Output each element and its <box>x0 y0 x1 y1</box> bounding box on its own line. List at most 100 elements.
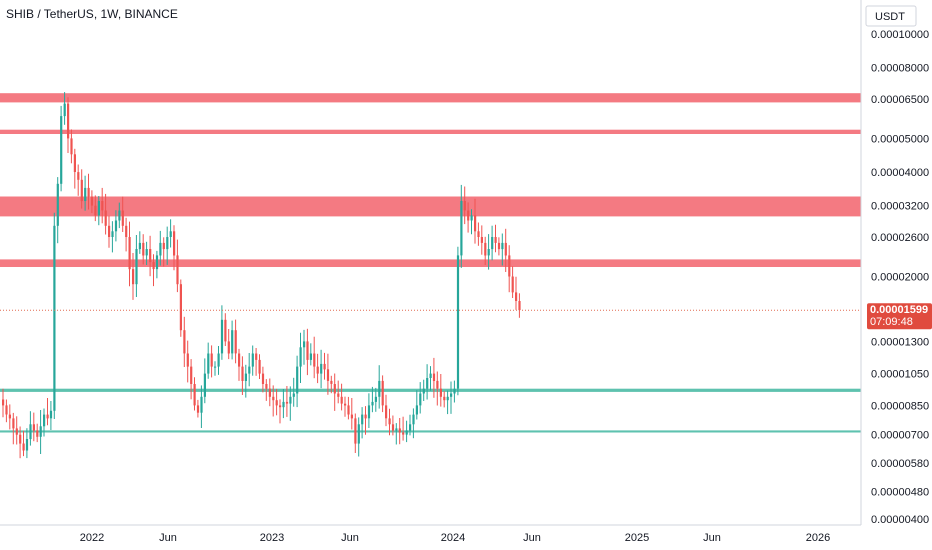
candle-body <box>29 424 32 440</box>
price-tick-label: 0.00002600 <box>871 232 929 244</box>
candle-body <box>515 292 518 301</box>
candle-body <box>231 330 234 354</box>
candle-body <box>94 205 97 216</box>
candle-body <box>49 410 53 419</box>
candle-body <box>361 414 364 425</box>
candle-body <box>436 380 439 389</box>
candle-body <box>484 242 487 256</box>
candle-body <box>296 366 299 394</box>
candle-body <box>2 399 5 406</box>
candle-body <box>487 249 490 256</box>
candle-body <box>299 347 302 367</box>
price-tick-label: 0.00000850 <box>871 400 929 412</box>
candle-body <box>200 396 203 413</box>
candle-body <box>443 396 446 401</box>
price-tick-label: 0.00001050 <box>871 369 929 381</box>
candle-body <box>162 242 165 250</box>
candle-body <box>265 384 268 389</box>
time-tick-label: Jun <box>523 532 541 544</box>
candle-body <box>306 341 309 360</box>
candle-body <box>398 428 401 433</box>
candle-body <box>364 414 367 419</box>
candle-body <box>422 388 425 394</box>
candle-body <box>330 380 333 384</box>
candle-body <box>450 393 453 397</box>
candle-body <box>467 210 470 221</box>
candle-body <box>419 393 422 406</box>
price-tick-label: 0.00000480 <box>871 487 929 499</box>
candle-body <box>210 353 213 367</box>
candle-body <box>121 210 124 226</box>
candle-body <box>56 183 59 226</box>
candle-body <box>333 384 336 394</box>
candle-body <box>183 330 186 354</box>
candle-body <box>508 255 511 277</box>
candle-body <box>480 237 483 243</box>
time-tick-label: Jun <box>341 532 359 544</box>
candle-body <box>402 432 405 435</box>
price-tick-label: 0.00005000 <box>871 133 929 145</box>
last-price-value: 0.00001599 <box>870 304 928 316</box>
candle-body <box>173 231 176 256</box>
candle-body <box>5 405 8 415</box>
candle-body <box>196 405 200 413</box>
candle-body <box>460 201 463 256</box>
candle-body <box>241 366 244 381</box>
candle-body <box>193 384 196 406</box>
time-tick-label: 2025 <box>625 532 649 544</box>
price-tick-label: 0.00001300 <box>871 336 929 348</box>
candle-body <box>166 237 169 250</box>
candle-body <box>227 341 230 354</box>
candle-body <box>128 237 131 270</box>
candle-body <box>439 388 442 397</box>
candle-body <box>378 380 381 397</box>
candle-body <box>501 242 504 250</box>
candle-body <box>470 215 473 221</box>
price-tick-label: 0.00002000 <box>871 272 929 284</box>
candle-body <box>432 373 436 381</box>
candle-body <box>8 414 11 419</box>
candle-body <box>391 424 395 431</box>
candle-body <box>22 443 25 451</box>
candle-body <box>344 403 347 406</box>
candle-body <box>456 255 460 389</box>
candle-body <box>104 210 107 226</box>
candle-body <box>12 418 15 429</box>
candle-body <box>303 341 306 348</box>
candle-body <box>159 242 162 256</box>
candle-body <box>60 116 63 184</box>
candle-body <box>244 373 247 381</box>
candle-body <box>80 179 83 202</box>
candle-body <box>19 434 22 444</box>
currency-label: USDT <box>875 11 905 23</box>
candle-body <box>214 366 217 368</box>
currency-badge[interactable] <box>865 5 917 27</box>
candle-body <box>145 249 148 256</box>
candle-body <box>32 424 35 431</box>
candle-body <box>326 369 330 381</box>
candle-body <box>39 426 42 437</box>
candle-body <box>463 201 466 211</box>
time-axis[interactable]: 2022 Jun 2023 Jun 2024 Jun 2025 Jun 2026 <box>80 532 830 544</box>
candle-body <box>429 373 432 378</box>
candle-body <box>155 255 159 270</box>
candle-body <box>73 154 76 172</box>
price-axis[interactable]: 0.00010000 0.00008000 0.00006500 0.00005000… <box>871 29 929 526</box>
candle-body <box>405 430 408 435</box>
candle-body <box>169 231 172 237</box>
candle-body <box>142 242 145 256</box>
last-price-label: 0.00001599 07:09:48 <box>867 303 932 330</box>
countdown-timer: 07:09:48 <box>870 316 913 328</box>
time-tick-label: 2026 <box>806 532 830 544</box>
candle-body <box>446 396 449 401</box>
candle-body <box>261 373 265 384</box>
candle-body <box>118 210 121 221</box>
candle-body <box>46 414 49 419</box>
candle-body <box>36 430 39 437</box>
candle-body <box>388 418 391 425</box>
candle-body <box>203 373 206 397</box>
candle-body <box>108 225 111 237</box>
candle-body <box>152 262 155 270</box>
